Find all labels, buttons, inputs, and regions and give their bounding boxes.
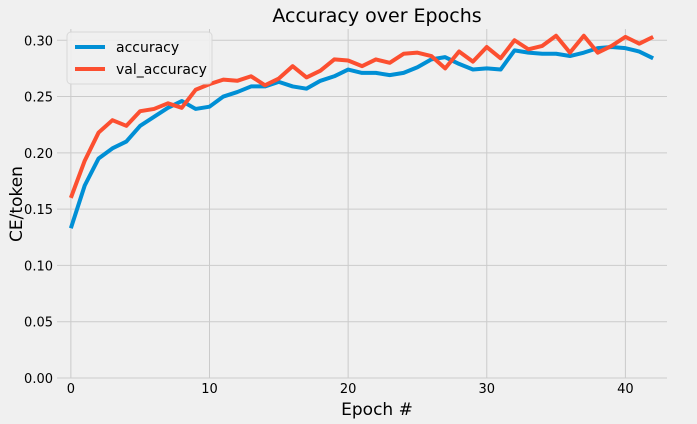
y-tick-label: 0.30 xyxy=(24,34,53,49)
y-tick-label: 0.25 xyxy=(24,91,53,106)
series-layer xyxy=(68,33,655,229)
x-tick-label: 40 xyxy=(617,382,634,397)
y-tick-label: 0.00 xyxy=(24,372,53,387)
tick-labels: 0 10 20 30 40 0.00 0.05 0.10 0.15 0.20 0.25 0.30 xyxy=(24,34,634,397)
y-tick-label: 0.15 xyxy=(24,203,53,218)
y-tick-label: 0.05 xyxy=(24,316,53,331)
y-axis-label: CE/token xyxy=(7,166,27,242)
y-tick-label: 0.10 xyxy=(24,259,53,274)
x-tick-label: 20 xyxy=(340,382,357,397)
legend-label-accuracy: accuracy xyxy=(116,40,179,56)
legend: accuracy val_accuracy xyxy=(66,31,213,85)
chart-title: Accuracy over Epochs xyxy=(272,5,481,27)
x-tick-label: 0 xyxy=(67,382,75,397)
series-line-val-accuracy xyxy=(68,33,655,199)
y-tick-label: 0.20 xyxy=(24,147,53,162)
x-axis-label: Epoch # xyxy=(341,400,413,420)
legend-label-val-accuracy: val_accuracy xyxy=(116,62,207,78)
series-line-accuracy xyxy=(68,45,655,229)
x-tick-label: 10 xyxy=(201,382,218,397)
x-tick-label: 30 xyxy=(478,382,495,397)
